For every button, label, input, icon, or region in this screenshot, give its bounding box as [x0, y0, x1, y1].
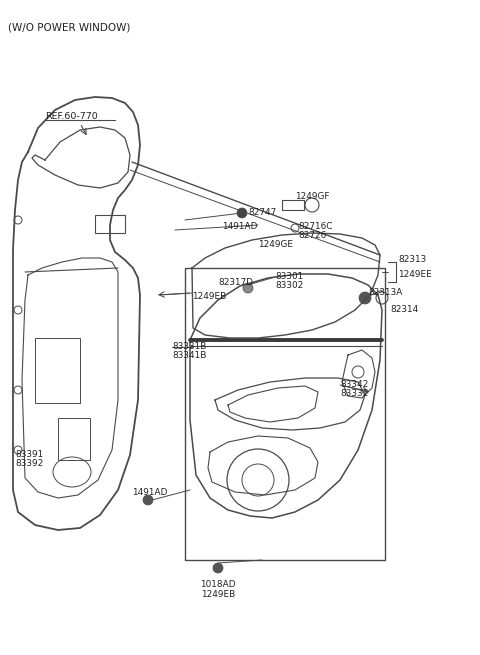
Circle shape [237, 208, 247, 218]
Text: 82317D: 82317D [218, 278, 253, 287]
Text: 1491AD: 1491AD [132, 488, 168, 497]
Text: 83301: 83301 [275, 272, 303, 281]
Circle shape [359, 292, 371, 304]
Text: 82716C: 82716C [298, 222, 333, 231]
Text: 1249EE: 1249EE [398, 270, 432, 279]
Text: REF.60-770: REF.60-770 [45, 112, 98, 121]
Text: 82747: 82747 [248, 208, 276, 217]
Bar [35, 338, 80, 403]
Text: 83341B: 83341B [172, 351, 206, 360]
Text: 1249EB: 1249EB [192, 292, 226, 301]
Text: 83391: 83391 [15, 450, 43, 459]
Text: 83302: 83302 [275, 281, 303, 290]
Text: 83392: 83392 [15, 459, 43, 468]
Text: 82313A: 82313A [368, 288, 402, 297]
Bar [58, 418, 90, 460]
Text: 82313: 82313 [398, 255, 426, 264]
Text: 1249GE: 1249GE [258, 240, 293, 249]
Text: 82314: 82314 [390, 305, 418, 314]
Text: 82726: 82726 [298, 231, 326, 240]
Text: 1249EB: 1249EB [201, 590, 235, 599]
Bar [282, 200, 304, 210]
Text: 83332: 83332 [340, 389, 368, 398]
Circle shape [213, 563, 223, 573]
Circle shape [143, 495, 153, 505]
Text: 1249GF: 1249GF [295, 192, 329, 201]
Bar [95, 215, 125, 233]
Text: 83331B: 83331B [172, 342, 206, 351]
Text: (W/O POWER WINDOW): (W/O POWER WINDOW) [8, 22, 131, 32]
Text: 1018AD: 1018AD [200, 580, 236, 589]
Bar [185, 268, 385, 560]
Text: 1491AD: 1491AD [222, 222, 257, 231]
Text: 83342: 83342 [340, 380, 368, 389]
Circle shape [243, 283, 253, 293]
